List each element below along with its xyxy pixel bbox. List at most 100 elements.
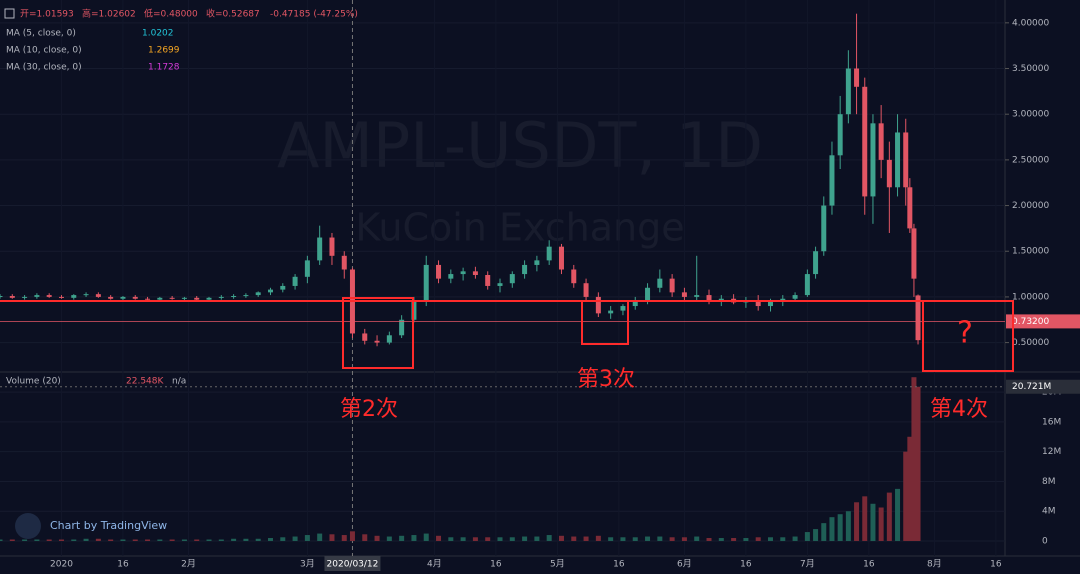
ma-name: MA (5, close, 0) xyxy=(6,29,76,39)
x-tick-label: 2020 xyxy=(50,560,73,570)
volume-bar xyxy=(292,536,298,541)
candle-body xyxy=(423,264,429,302)
candle-body xyxy=(0,296,3,297)
x-tick-label: 3月 xyxy=(300,559,315,570)
volume-bar xyxy=(813,529,819,541)
candle-body xyxy=(9,296,15,298)
candle-body xyxy=(206,297,212,300)
volume-bar xyxy=(0,539,3,541)
candle-body xyxy=(845,68,851,115)
v-tick-label: 8M xyxy=(1042,477,1056,487)
volume-bar xyxy=(341,535,347,541)
volume-bar xyxy=(169,539,175,541)
candle-body xyxy=(632,301,638,307)
volume-bar xyxy=(485,537,491,541)
candle-body xyxy=(329,237,335,256)
annotation: 第2次 xyxy=(340,397,398,422)
volume-bar xyxy=(132,539,138,541)
candle-body xyxy=(645,287,651,302)
ma-name: MA (10, close, 0) xyxy=(6,46,82,56)
collapse-icon[interactable] xyxy=(4,8,15,19)
candle-body xyxy=(558,246,564,270)
volume-bar xyxy=(878,507,884,541)
volume-bar xyxy=(854,502,860,541)
candle-body xyxy=(497,283,503,286)
x-tick-label: 16 xyxy=(490,560,502,570)
candle-body xyxy=(571,269,577,284)
volume-bar xyxy=(632,537,638,541)
candle-body xyxy=(448,274,454,279)
candle-body xyxy=(386,335,392,343)
volume-bar xyxy=(58,539,64,541)
y-tick-label: 2.00000 xyxy=(1012,201,1049,211)
volume-bar xyxy=(870,503,876,541)
volume-bar xyxy=(886,492,892,541)
candle-body xyxy=(829,155,835,206)
x-tick-label: 16 xyxy=(740,560,752,570)
v-tick-label: 16M xyxy=(1042,417,1061,427)
candle-body xyxy=(436,264,442,279)
candle-body xyxy=(304,260,310,277)
candle-body xyxy=(706,295,712,302)
candle-body xyxy=(132,296,138,299)
candle-body xyxy=(169,297,175,299)
volume-bar xyxy=(895,488,901,541)
candle-body xyxy=(755,300,761,307)
candle-body xyxy=(22,296,28,298)
candle-body xyxy=(546,246,552,261)
candle-body xyxy=(911,228,917,279)
volume-bar xyxy=(595,535,601,541)
candle-body xyxy=(509,274,515,284)
volume-bar xyxy=(669,537,675,541)
candle-body xyxy=(681,292,687,297)
candle-body xyxy=(595,296,601,314)
volume-bar xyxy=(497,537,503,541)
x-tick-label: 16 xyxy=(863,560,875,570)
volume-bar xyxy=(218,539,224,541)
volume-bar xyxy=(534,536,540,541)
volume-bar xyxy=(108,539,114,541)
candle-body xyxy=(895,132,901,188)
box xyxy=(581,300,629,345)
volume-bar xyxy=(546,535,552,541)
volume-bar xyxy=(329,534,335,541)
candle-body xyxy=(837,114,843,156)
volume-bar xyxy=(206,539,212,541)
box xyxy=(342,297,414,369)
volume-bar xyxy=(522,536,528,541)
volume-bar xyxy=(903,451,909,541)
candle-body xyxy=(767,301,773,307)
candle-body xyxy=(120,296,126,299)
candle-body xyxy=(83,294,89,296)
candle-body xyxy=(878,123,884,160)
x-tick-label: 5月 xyxy=(550,559,565,570)
legend-low: 低=0.48000 xyxy=(144,8,198,20)
volume-bar xyxy=(767,537,773,541)
candle-body xyxy=(792,295,798,299)
volume-last-bg xyxy=(1006,379,1080,394)
volume-bar xyxy=(399,535,405,541)
volume-bar xyxy=(837,514,843,541)
candle-body xyxy=(71,295,77,298)
candle-body xyxy=(243,295,249,297)
volume-bar xyxy=(280,537,286,541)
legend-change: -0.47185 (-47.25%) xyxy=(270,10,358,20)
volume-bar xyxy=(448,537,454,541)
candle-body xyxy=(231,296,237,297)
volume-bar xyxy=(780,537,786,541)
volume-bar xyxy=(145,539,151,541)
volume-bar xyxy=(304,535,310,541)
candle-body xyxy=(813,251,819,275)
volume-bar xyxy=(317,533,323,541)
volume-bar xyxy=(509,537,515,541)
candle-body xyxy=(255,292,261,296)
candle-body xyxy=(34,295,40,297)
candle-body xyxy=(804,274,810,296)
candle-body xyxy=(903,132,909,188)
volume-bar xyxy=(571,536,577,541)
volume-bar xyxy=(411,535,417,541)
candle-body xyxy=(886,159,892,188)
volume-bar xyxy=(911,377,917,541)
